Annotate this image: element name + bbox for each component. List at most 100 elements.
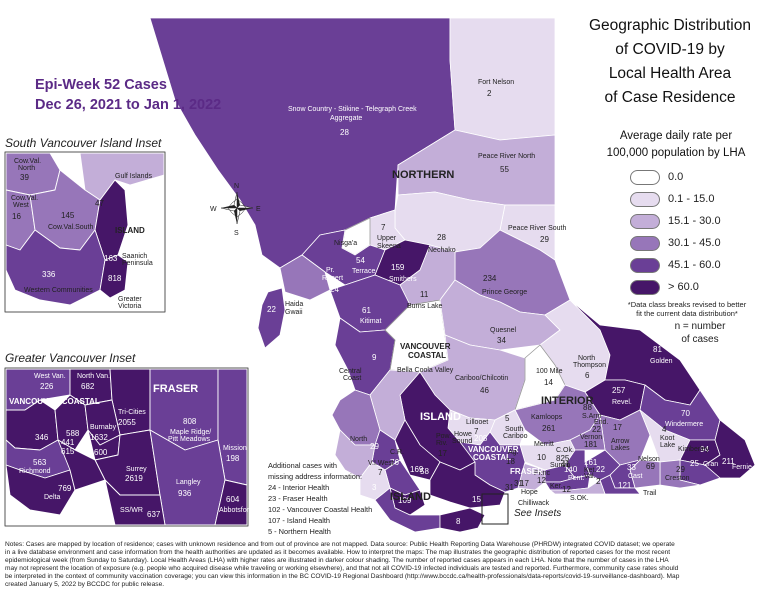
- count-ss-wr: 637: [147, 510, 161, 519]
- map-subtitle-line-1: Average daily rate per: [619, 130, 733, 142]
- label-merritt: Merritt: [534, 441, 554, 448]
- footer-line-1: Notes: Cases are mapped by location of r…: [5, 541, 675, 548]
- footer-line-5: be interpreted in the context of communi…: [5, 573, 680, 581]
- lha-merritt: [519, 439, 576, 471]
- count-maple-ridge: 808: [183, 417, 197, 426]
- ha-vch-label-1: VANCOUVER: [400, 342, 451, 351]
- ha-fraser-inset-label: FRASER: [153, 383, 198, 395]
- label-cranbrook: Cran: [703, 461, 718, 468]
- label-peace-river-south: Peace River South: [508, 225, 566, 232]
- lha-greater-vic-main: [439, 507, 486, 533]
- ha-interior-label: INTERIOR: [541, 395, 594, 407]
- ha-island-label: ISLAND: [420, 411, 461, 423]
- count-sunshine-coast: 58: [420, 467, 429, 476]
- count-upper-skeena: 7: [381, 223, 386, 232]
- ha-vch-inset-label: VANCOUVER COASTAL: [9, 397, 100, 406]
- legend-label-3: 30.1 - 45.0: [668, 237, 721, 249]
- count-castlegar: 33: [627, 463, 636, 472]
- count-windermere: 70: [681, 409, 690, 418]
- count-tri-cities: 2055: [118, 418, 136, 427]
- count-van-isl-north: 29: [370, 442, 379, 451]
- n-note-line-1: n = number: [674, 321, 726, 332]
- legend-note-line-1: *Data class breaks revised to better: [627, 300, 747, 309]
- epi-week-header: Epi-Week 52 Cases Dec 26, 2021 to Jan 1,…: [35, 75, 221, 115]
- map-title-line-1: Geographic Distribution: [589, 17, 751, 34]
- label-prince-george: Prince George: [482, 289, 527, 296]
- count-cowichan: 304: [430, 507, 444, 516]
- count-surrey: 2619: [125, 474, 143, 483]
- legend-label-4: 45.1 - 60.0: [668, 259, 721, 271]
- epi-week-dates: Dec 26, 2021 to Jan 1, 2022: [35, 97, 222, 113]
- count-kimberley: 94: [700, 445, 709, 454]
- label-mission: Mission: [223, 445, 247, 452]
- label-nelson: Nelson: [638, 456, 660, 463]
- lha-fraser-main: [429, 461, 506, 509]
- lha-fernie: [704, 419, 756, 479]
- legend-swatch-1: [630, 192, 660, 207]
- label-cowval-west-1: Cow.Val.: [11, 195, 38, 202]
- see-insets-box: [481, 493, 509, 525]
- label-nisgaa: Nisga'a: [334, 240, 357, 247]
- count-vancouver: 346: [35, 433, 49, 442]
- label-burnaby: Burnaby: [90, 424, 117, 431]
- count-peace-river-south: 29: [540, 235, 549, 244]
- label-hope: Hope: [521, 489, 538, 496]
- label-abbotsford: Abbotsford: [219, 507, 253, 514]
- label-peace-river-north: Peace River North: [478, 153, 535, 160]
- legend-swatch-3: [630, 236, 660, 251]
- label-central-coast-1: Central: [339, 368, 362, 375]
- footer-line-6: created January 5, 2022 by BCCDC for pub…: [5, 581, 165, 589]
- count-van-c: 615: [61, 447, 75, 456]
- label-north-thompson-1: North: [578, 355, 595, 362]
- label-arrow-lakes-1: Arrow: [611, 438, 630, 445]
- label-maple-ridge-1: Maple Ridge/: [170, 429, 211, 436]
- count-kettle: 2: [596, 477, 601, 486]
- label-ss-wr: SS/WR: [120, 507, 143, 514]
- label-arrow-lakes-2: Lakes: [611, 445, 630, 452]
- label-snow-country-2: Aggregate: [330, 115, 362, 122]
- count-nechako: 28: [437, 233, 446, 242]
- label-pr-rupert-2: Rupert: [322, 275, 343, 282]
- footer-line-2: in a live database environment and case …: [5, 549, 671, 557]
- ha-island-main-label: ISLAND: [390, 491, 431, 503]
- additional-cases-line-1: Additional cases with: [268, 461, 338, 470]
- count-haida: 22: [267, 305, 276, 314]
- svg-text:W: W: [210, 206, 217, 213]
- count-langley: 936: [178, 489, 192, 498]
- main-map-labels: Fort Nelson 2 Snow Country - Stikine - T…: [267, 79, 752, 526]
- label-north-thompson-2: Thompson: [573, 362, 606, 369]
- additional-cases-line-4: 23 - Fraser Health: [268, 494, 328, 503]
- legend-label-5: > 60.0: [668, 281, 699, 293]
- greater-van-inset-labels: West Van. 226 North Van. 682 FRASER VANC…: [9, 373, 253, 519]
- legend-note-line-2: fit the current data distribution*: [636, 309, 738, 318]
- label-revelstoke: Revel.: [612, 399, 632, 406]
- label-castlegar: Cast: [628, 473, 642, 480]
- label-south-okanagan: S.OK.: [570, 495, 589, 502]
- count-peace-river-north: 55: [500, 165, 509, 174]
- see-insets-label: See Insets: [514, 508, 561, 519]
- legend-swatch-2: [630, 214, 660, 229]
- greater-van-inset-title: Greater Vancouver Inset: [5, 351, 136, 365]
- label-south-cariboo-1: South: [505, 426, 523, 433]
- count-revelstoke: 257: [612, 386, 626, 395]
- count-howe-sound: 208: [474, 434, 488, 443]
- ha-island-inset-label: ISLAND: [115, 226, 145, 235]
- map-title: Geographic Distribution of COVID-19 by L…: [580, 14, 760, 110]
- map-subtitle: Average daily rate per 100,000 populatio…: [590, 128, 762, 162]
- count-penticton: 140: [564, 465, 578, 474]
- count-100-mile: 14: [544, 378, 553, 387]
- count-cowval-north: 39: [20, 173, 29, 182]
- count-north-van: 682: [81, 382, 95, 391]
- count-salmon-arm: 88: [583, 403, 592, 412]
- label-windermere: Windermere: [665, 421, 703, 428]
- lha-ss-wr: [104, 479, 166, 526]
- count-western-communities: 336: [42, 270, 56, 279]
- label-kootenay-lake-1: Koot: [660, 435, 674, 442]
- ha-northern-label: NORTHERN: [392, 169, 454, 181]
- count-kitimat: 61: [362, 306, 371, 315]
- label-princeton: Princ: [534, 470, 550, 477]
- label-100-mile: 100 Mile: [536, 368, 563, 375]
- ha-fraser-small: FRASER: [510, 467, 543, 476]
- label-fort-nelson: Fort Nelson: [478, 79, 514, 86]
